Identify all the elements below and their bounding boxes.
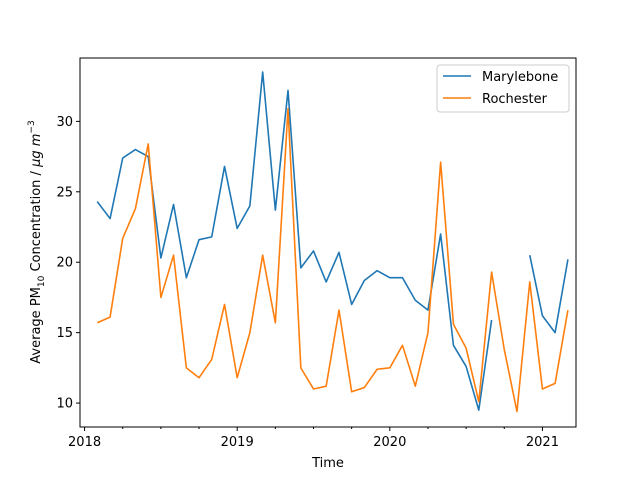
y-tick-label: 15 [56,326,73,341]
y-tick-label: 10 [56,397,73,412]
plot-frame [79,57,577,428]
series-line-rochester-segment-1 [96,107,569,413]
series-line-marylebone-segment-2 [528,255,569,334]
x-tick-label: 2021 [526,435,559,450]
y-tick-label: 20 [56,256,73,271]
legend-label-rochester: Rochester [482,92,548,107]
tick-layer: 2018 2019 2020 2021 10 15 20 25 30 [56,115,559,450]
y-tick-label: 25 [56,185,73,200]
x-tick-label: 2018 [68,435,101,450]
x-tick-label: 2020 [373,435,406,450]
legend: Marylebone Rochester [436,64,570,113]
plot-layer [96,71,569,413]
y-axis-label: Average PM10 Concentration / μg m−3 [27,120,47,363]
x-tick-label: 2019 [221,435,254,450]
x-axis-label: Time [311,456,344,471]
legend-label-marylebone: Marylebone [482,70,558,85]
series-line-marylebone-segment-1 [96,71,493,411]
y-tick-label: 30 [56,115,73,130]
